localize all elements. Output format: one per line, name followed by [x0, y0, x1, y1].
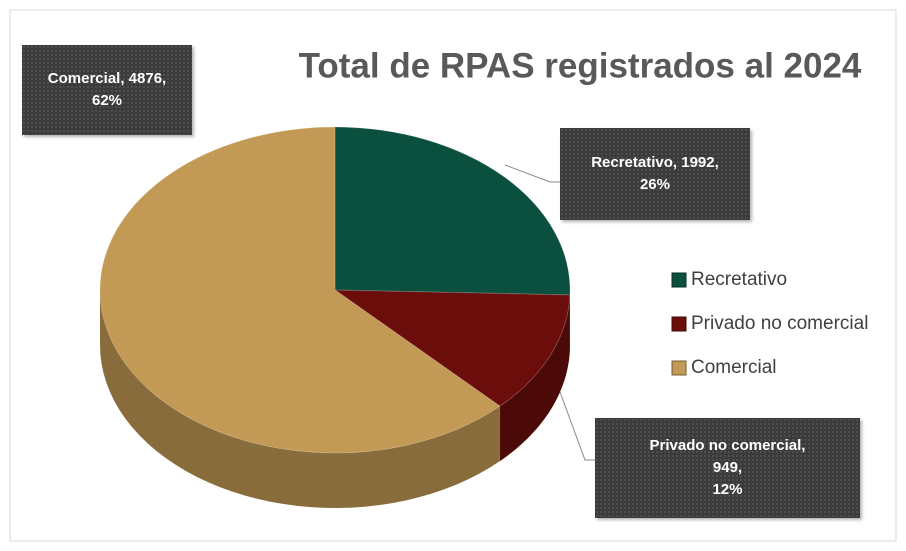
slice — [334, 126, 571, 296]
legend-swatch — [671, 272, 687, 288]
slice-side — [100, 290, 500, 508]
leader-line — [559, 391, 595, 461]
slice — [99, 126, 501, 454]
chart-title: Total de RPAS registrados al 2024 — [299, 46, 862, 85]
data-label: Comercial, 4876, 62% — [22, 45, 192, 135]
legend-swatch — [671, 316, 687, 332]
data-label: Recretativo, 1992, 26% — [560, 128, 750, 220]
data-label: Privado no comercial, 949, 12% — [595, 418, 860, 518]
legend-label: Comercial — [691, 357, 777, 378]
slice-side — [499, 294, 570, 462]
legend-label: Recretativo — [691, 269, 787, 290]
leader-line — [504, 164, 560, 183]
legend-swatch — [671, 360, 687, 376]
legend-label: Privado no comercial — [691, 313, 868, 334]
slice — [333, 289, 571, 407]
